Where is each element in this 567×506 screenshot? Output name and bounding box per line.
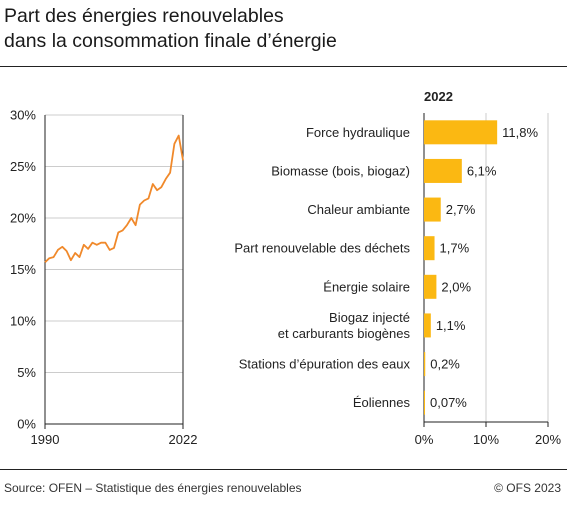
bar-category-label: Éoliennes bbox=[353, 395, 411, 410]
bar-rect bbox=[424, 352, 426, 377]
bar-category-label: Chaleur ambiante bbox=[307, 202, 410, 217]
bar-rect bbox=[424, 274, 437, 299]
bar-value-label: 2,7% bbox=[446, 202, 476, 217]
line-y-tick-label: 30% bbox=[10, 108, 36, 123]
top-divider bbox=[0, 66, 567, 67]
bar-chart-title: 2022 bbox=[424, 89, 453, 104]
line-y-tick-label: 0% bbox=[17, 417, 36, 432]
bar-chart-2022: 2022 0% 10% 20% 11,8% Force hydraulique 6,1% Bi… bbox=[234, 89, 561, 447]
bottom-divider bbox=[0, 469, 567, 470]
bar-value-label: 11,8% bbox=[502, 125, 538, 140]
title-line-1: Part des énergies renouvelables bbox=[4, 5, 284, 27]
line-chart-trend: 0% 5% 10% 15% 20% 25% 30% 1990 2022 bbox=[10, 108, 197, 448]
bar-category-label: Énergie solaire bbox=[323, 279, 410, 294]
line-x-tick-label: 2022 bbox=[169, 432, 198, 447]
bar-category-label: et carburants biogènes bbox=[278, 326, 411, 341]
line-y-tick-label: 10% bbox=[10, 314, 36, 329]
bar-value-label: 1,1% bbox=[436, 318, 466, 333]
bar-category-label: Biomasse (bois, biogaz) bbox=[271, 163, 410, 178]
bar-category-label: Biogaz injecté bbox=[329, 310, 410, 325]
title-line-2: dans la consommation finale d’énergie bbox=[4, 30, 337, 52]
bar-rect bbox=[424, 197, 441, 222]
bar-value-label: 0,07% bbox=[430, 395, 467, 410]
bar-rect bbox=[424, 158, 462, 183]
line-y-tick-label: 20% bbox=[10, 211, 36, 226]
line-series-path bbox=[44, 134, 184, 263]
copyright-note: © OFS 2023 bbox=[494, 481, 561, 495]
bar-category-label: Stations d’épuration des eaux bbox=[239, 357, 411, 372]
line-y-tick-label: 5% bbox=[17, 365, 36, 380]
bar-rect bbox=[424, 120, 498, 145]
source-note: Source: OFEN – Statistique des énergies … bbox=[4, 481, 302, 495]
bar-rect bbox=[424, 313, 431, 338]
bar-x-tick-label: 20% bbox=[535, 432, 561, 447]
bar-rect bbox=[424, 236, 435, 261]
bar-value-label: 6,1% bbox=[467, 163, 497, 178]
bar-x-tick-label: 10% bbox=[473, 432, 499, 447]
bar-category-label: Force hydraulique bbox=[306, 125, 410, 140]
bar-category-label: Part renouvelable des déchets bbox=[234, 241, 410, 256]
line-y-tick-label: 15% bbox=[10, 262, 36, 277]
bar-value-label: 1,7% bbox=[440, 241, 470, 256]
line-x-tick-label: 1990 bbox=[31, 432, 60, 447]
bar-rect bbox=[424, 390, 425, 415]
bar-x-tick-label: 0% bbox=[415, 432, 434, 447]
bar-value-label: 0,2% bbox=[430, 357, 460, 372]
chart-title: Part des énergies renouvelables dans la … bbox=[4, 4, 337, 54]
bar-value-label: 2,0% bbox=[441, 279, 471, 294]
line-y-tick-label: 25% bbox=[10, 159, 36, 174]
